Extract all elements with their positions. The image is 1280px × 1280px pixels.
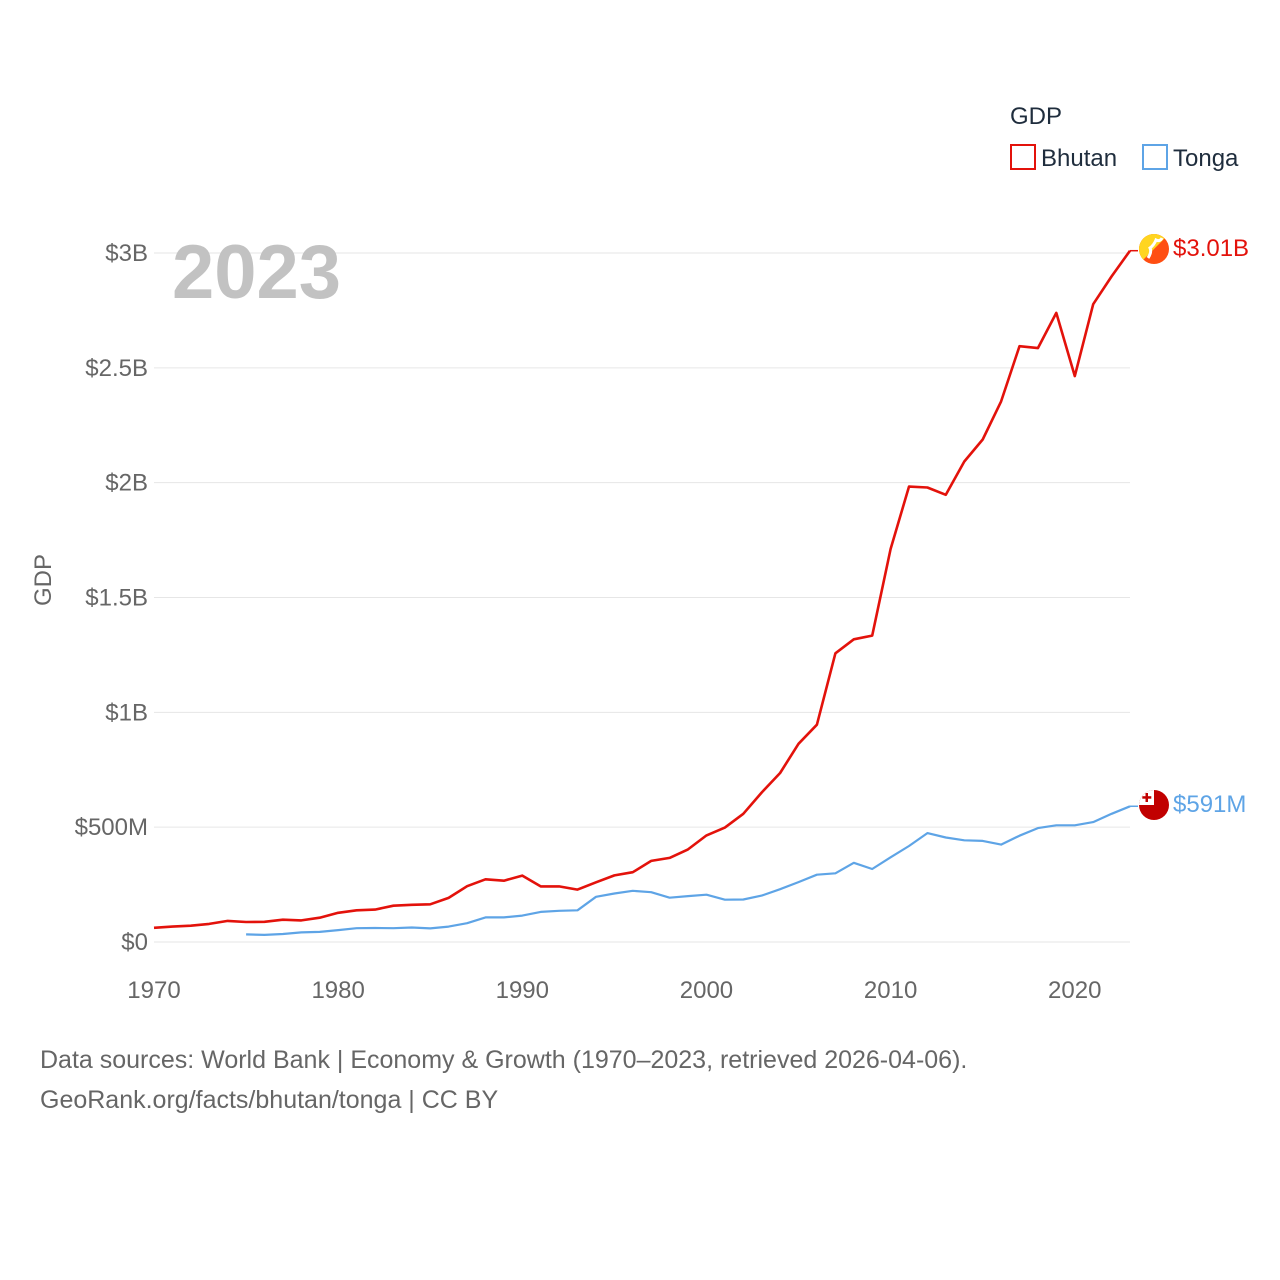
x-tick-label: 1980: [311, 977, 364, 1004]
gridlines: [154, 252, 1130, 943]
y-tick-label: $500M: [75, 814, 148, 841]
data-source-text: Data sources: World Bank | Economy & Gro…: [40, 1046, 968, 1074]
x-tick-label: 1970: [127, 977, 180, 1004]
x-tick-label: 2010: [864, 977, 917, 1004]
x-tick-label: 1990: [496, 977, 549, 1004]
legend-swatch-bhutan: [1010, 144, 1036, 170]
series-line-tonga[interactable]: [246, 805, 1131, 937]
y-tick-label: $2.5B: [85, 355, 148, 382]
footer-credits: Data sources: World Bank | Economy & Gro…: [40, 1040, 1240, 1120]
attribution-link[interactable]: GeoRank.org/facts/bhutan/tonga | CC BY: [40, 1086, 499, 1114]
series-layer: [153, 249, 1138, 937]
legend-item-tonga[interactable]: Tonga: [1142, 144, 1239, 172]
legend-label-bhutan: Bhutan: [1041, 145, 1117, 172]
y-tick-label: $3B: [105, 240, 148, 267]
gdp-line-chart: $0 $500M $1B $1.5B $2B $2.5B $3B 1970 1980 1990 2…: [30, 103, 1249, 1004]
series-line-bhutan[interactable]: [153, 249, 1132, 930]
y-tick-label: $0: [121, 929, 148, 956]
legend-title: GDP: [1010, 103, 1062, 130]
y-axis: $0 $500M $1B $1.5B $2B $2.5B $3B: [75, 240, 148, 956]
y-tick-label: $1.5B: [85, 585, 148, 612]
bhutan-flag-icon: [1139, 234, 1169, 264]
y-axis-label: GDP: [30, 554, 57, 606]
x-tick-label: 2000: [680, 977, 733, 1004]
legend: GDP Bhutan Tonga: [1010, 103, 1239, 172]
legend-swatch-tonga: [1142, 144, 1168, 170]
end-value-label-bhutan: $3.01B: [1173, 235, 1249, 262]
x-tick-label: 2020: [1048, 977, 1101, 1004]
legend-item-bhutan[interactable]: Bhutan: [1010, 144, 1117, 172]
end-value-label-tonga: $591M: [1173, 791, 1246, 818]
y-tick-label: $2B: [105, 470, 148, 497]
legend-label-tonga: Tonga: [1173, 145, 1239, 172]
x-axis: 1970 1980 1990 2000 2010 2020: [127, 977, 1101, 1004]
y-tick-label: $1B: [105, 699, 148, 726]
year-display: 2023: [172, 230, 341, 315]
tonga-flag-icon: [1139, 790, 1169, 820]
